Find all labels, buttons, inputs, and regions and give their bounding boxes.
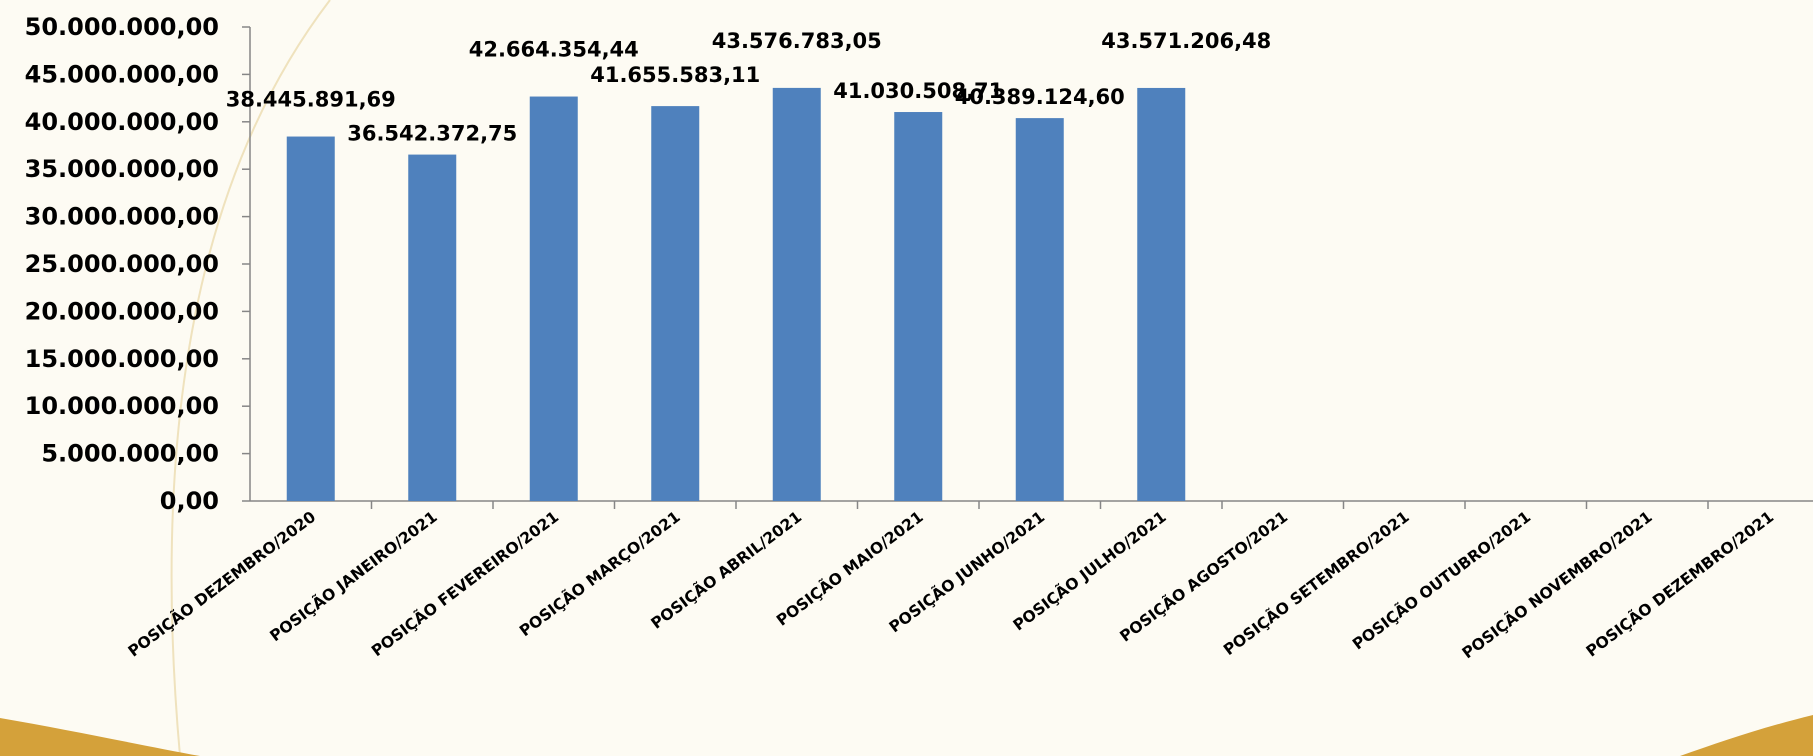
bar-posicao-maio-2021: [894, 112, 943, 502]
bar-posicao-dezembro-2020: [286, 136, 335, 501]
data-label: 42.664.354,44: [469, 38, 639, 62]
x-tick-label: POSIÇÃO FEVEREIRO/2021: [368, 507, 563, 660]
decoration-swoosh-left: [0, 718, 200, 756]
data-label: 36.542.372,75: [347, 122, 517, 146]
bar-posicao-marco-2021: [651, 106, 700, 501]
y-tick-label: 10.000.000,00: [25, 392, 219, 420]
y-tick-label: 20.000.000,00: [25, 297, 219, 325]
y-tick-label: 30.000.000,00: [25, 203, 219, 231]
x-tick-label: POSIÇÃO NOVEMBRO/2021: [1458, 507, 1655, 662]
bars-group: [286, 87, 1186, 502]
bar-posicao-janeiro-2021: [408, 154, 457, 501]
data-label: 38.445.891,69: [226, 88, 396, 112]
y-tick-label: 45.000.000,00: [25, 60, 219, 88]
y-tick-label: 15.000.000,00: [25, 345, 219, 373]
decoration-swoosh-right: [1680, 715, 1813, 756]
y-tick-label: 25.000.000,00: [25, 250, 219, 278]
data-labels: 38.445.891,6936.542.372,7542.664.354,444…: [226, 29, 1272, 146]
data-label: 43.576.783,05: [712, 29, 882, 53]
bar-posicao-julho-2021: [1137, 87, 1186, 502]
bar-posicao-junho-2021: [1015, 118, 1064, 502]
y-axis-labels: 0,00 5.000.000,00 10.000.000,00 15.000.000,…: [25, 13, 219, 515]
y-tick-label: 40.000.000,00: [25, 108, 219, 136]
y-tick-label: 50.000.000,00: [25, 13, 219, 41]
bar-posicao-abril-2021: [772, 87, 821, 502]
x-tick-label: POSIÇÃO SETEMBRO/2021: [1220, 507, 1413, 659]
decoration-arc-line: [170, 0, 331, 756]
y-tick-label: 0,00: [160, 487, 219, 515]
bar-posicao-fevereiro-2021: [529, 96, 578, 501]
data-label: 43.571.206,48: [1101, 29, 1271, 53]
y-tick-label: 35.000.000,00: [25, 155, 219, 183]
data-label: 40.389.124,60: [955, 85, 1125, 109]
x-tick-label: POSIÇÃO DEZEMBRO/2020: [124, 507, 319, 661]
y-tick-label: 5.000.000,00: [41, 440, 219, 468]
data-label: 41.655.583,11: [590, 63, 760, 87]
x-tick-label: POSIÇÃO DEZEMBRO/2021: [1582, 507, 1777, 660]
data-label: 41.030.508,71: [833, 79, 1003, 103]
